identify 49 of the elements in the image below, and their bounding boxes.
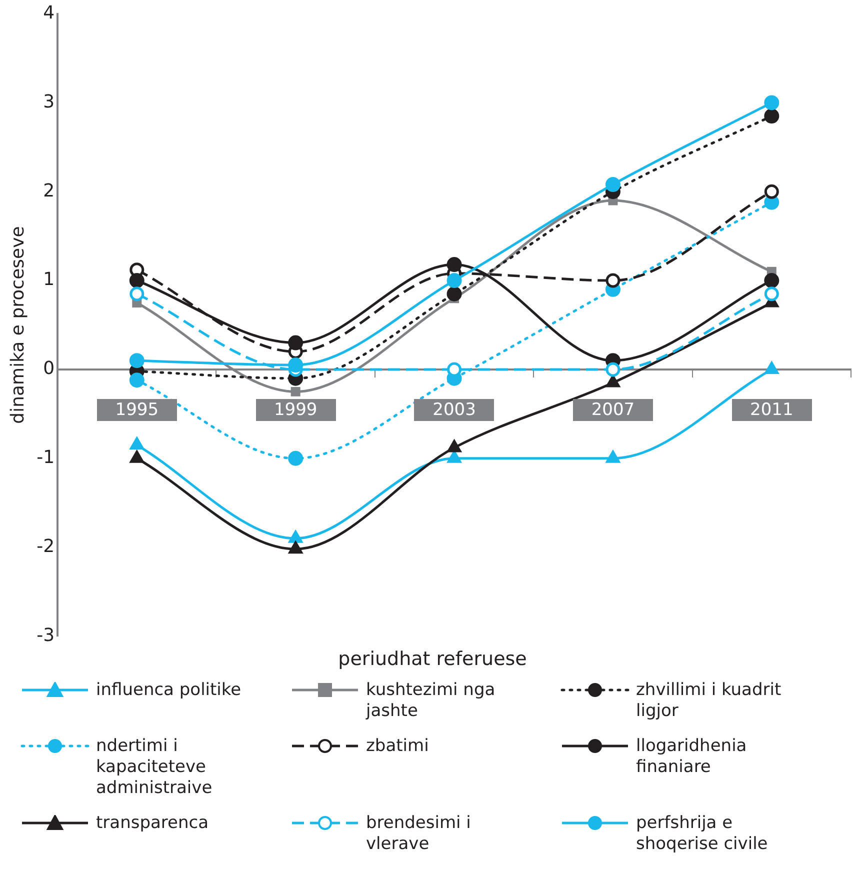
point <box>129 436 144 450</box>
point <box>130 286 144 302</box>
legend-label: llogaridhenia finaniare <box>636 736 748 778</box>
point <box>288 540 304 554</box>
y-tick-label: -2 <box>36 536 55 557</box>
x-tick-label: 2011 <box>732 399 812 422</box>
point <box>446 257 462 272</box>
point <box>764 95 780 110</box>
legend-label: brendesimi i vlerave <box>366 813 472 855</box>
legend-label: zbatimi <box>366 736 430 757</box>
point <box>129 450 144 463</box>
point <box>606 273 620 288</box>
legend-label: perfshrija e shoqerise civile <box>636 813 769 855</box>
point <box>764 108 780 124</box>
point <box>290 386 300 396</box>
legend-label: kushtezimi nga jashte <box>366 680 496 722</box>
y-tick-label: -1 <box>36 447 55 468</box>
legend-label: zhvillimi i kuadrit ligjor <box>636 680 782 722</box>
x-tick-label: 2007 <box>572 399 653 422</box>
point <box>606 362 620 377</box>
point <box>764 184 779 199</box>
point <box>606 450 620 463</box>
point <box>764 286 779 302</box>
point <box>129 353 144 368</box>
point <box>446 439 462 452</box>
point <box>129 273 144 288</box>
point <box>288 335 304 350</box>
point <box>288 450 304 466</box>
y-tick-label: 1 <box>43 269 55 290</box>
y-tick-label: 4 <box>43 2 55 24</box>
x-tick-label: 1995 <box>96 399 177 422</box>
point <box>129 372 144 388</box>
y-tick-label: 0 <box>43 358 55 380</box>
legend-label: transparenca <box>96 813 210 834</box>
point <box>605 177 620 192</box>
x-axis-title: periudhat referuese <box>337 648 528 670</box>
point <box>764 273 780 288</box>
point <box>288 358 304 373</box>
point <box>446 273 462 288</box>
y-tick-label: -3 <box>36 624 55 646</box>
legend-label: ndertimi i kapaciteteve administraive <box>96 736 214 799</box>
y-tick-label: 3 <box>43 91 55 112</box>
y-tick-label: 2 <box>43 180 55 202</box>
x-tick-label: 2003 <box>414 399 494 422</box>
y-axis-title: dinamika e proceseve <box>7 226 28 424</box>
legend-label: influenca politike <box>96 680 242 701</box>
x-tick-label: 1999 <box>256 399 336 422</box>
point <box>446 286 462 302</box>
point <box>288 530 304 543</box>
